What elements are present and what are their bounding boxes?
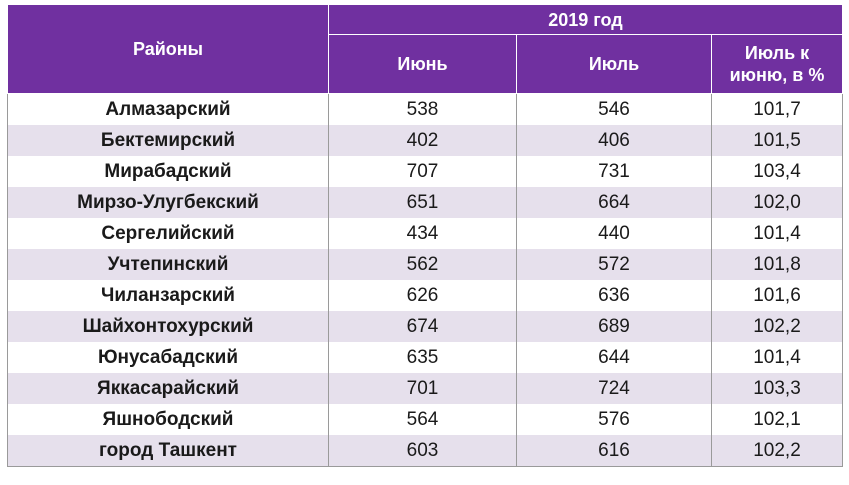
percent-value: 103,3 — [711, 373, 843, 404]
header-july: Июль — [516, 34, 712, 94]
table-row: Чиланзарский 626 636 101,6 — [7, 280, 843, 311]
june-value: 402 — [328, 125, 517, 156]
july-value: 689 — [516, 311, 712, 342]
june-value: 635 — [328, 342, 517, 373]
july-value: 636 — [516, 280, 712, 311]
header-june: Июнь — [328, 34, 517, 94]
july-value: 731 — [516, 156, 712, 187]
percent-value: 102,1 — [711, 404, 843, 435]
july-value: 644 — [516, 342, 712, 373]
june-value: 626 — [328, 280, 517, 311]
percent-value: 101,4 — [711, 342, 843, 373]
june-value: 434 — [328, 218, 517, 249]
june-value: 538 — [328, 93, 517, 125]
district-name: город Ташкент — [7, 435, 329, 467]
june-value: 603 — [328, 435, 517, 467]
district-name: Чиланзарский — [7, 280, 329, 311]
header-year: 2019 год — [328, 4, 843, 35]
july-value: 546 — [516, 93, 712, 125]
june-value: 651 — [328, 187, 517, 218]
table-row: Учтепинский 562 572 101,8 — [7, 249, 843, 280]
district-name: Учтепинский — [7, 249, 329, 280]
table-row: город Ташкент 603 616 102,2 — [7, 435, 843, 467]
district-name: Шайхонтохурский — [7, 311, 329, 342]
district-name: Юнусабадский — [7, 342, 329, 373]
district-name: Яккасарайский — [7, 373, 329, 404]
table-body: Алмазарский 538 546 101,7 Бектемирский 4… — [7, 93, 843, 467]
percent-value: 102,2 — [711, 435, 843, 467]
header-districts: Районы — [7, 4, 329, 94]
percent-value: 101,8 — [711, 249, 843, 280]
june-value: 701 — [328, 373, 517, 404]
july-value: 406 — [516, 125, 712, 156]
district-name: Сергелийский — [7, 218, 329, 249]
table-row: Яшнободский 564 576 102,1 — [7, 404, 843, 435]
june-value: 707 — [328, 156, 517, 187]
table-row: Юнусабадский 635 644 101,4 — [7, 342, 843, 373]
june-value: 562 — [328, 249, 517, 280]
june-value: 674 — [328, 311, 517, 342]
table-header: Районы 2019 год Июнь Июль Июль к июню, в… — [7, 4, 843, 94]
july-value: 440 — [516, 218, 712, 249]
table-row: Мирабадский 707 731 103,4 — [7, 156, 843, 187]
july-value: 664 — [516, 187, 712, 218]
district-name: Мирабадский — [7, 156, 329, 187]
district-name: Алмазарский — [7, 93, 329, 125]
header-july-to-june-percent: Июль к июню, в % — [711, 34, 843, 94]
percent-value: 101,5 — [711, 125, 843, 156]
percent-value: 101,6 — [711, 280, 843, 311]
table-row: Яккасарайский 701 724 103,3 — [7, 373, 843, 404]
percent-value: 102,2 — [711, 311, 843, 342]
percent-value: 101,7 — [711, 93, 843, 125]
districts-table: Районы 2019 год Июнь Июль Июль к июню, в… — [7, 4, 843, 467]
district-name: Бектемирский — [7, 125, 329, 156]
july-value: 616 — [516, 435, 712, 467]
percent-value: 101,4 — [711, 218, 843, 249]
july-value: 572 — [516, 249, 712, 280]
table-row: Мирзо-Улугбекский 651 664 102,0 — [7, 187, 843, 218]
percent-value: 103,4 — [711, 156, 843, 187]
july-value: 724 — [516, 373, 712, 404]
june-value: 564 — [328, 404, 517, 435]
percent-value: 102,0 — [711, 187, 843, 218]
july-value: 576 — [516, 404, 712, 435]
table-row: Шайхонтохурский 674 689 102,2 — [7, 311, 843, 342]
district-name: Яшнободский — [7, 404, 329, 435]
table-row: Сергелийский 434 440 101,4 — [7, 218, 843, 249]
table-row: Алмазарский 538 546 101,7 — [7, 93, 843, 125]
district-name: Мирзо-Улугбекский — [7, 187, 329, 218]
table-row: Бектемирский 402 406 101,5 — [7, 125, 843, 156]
